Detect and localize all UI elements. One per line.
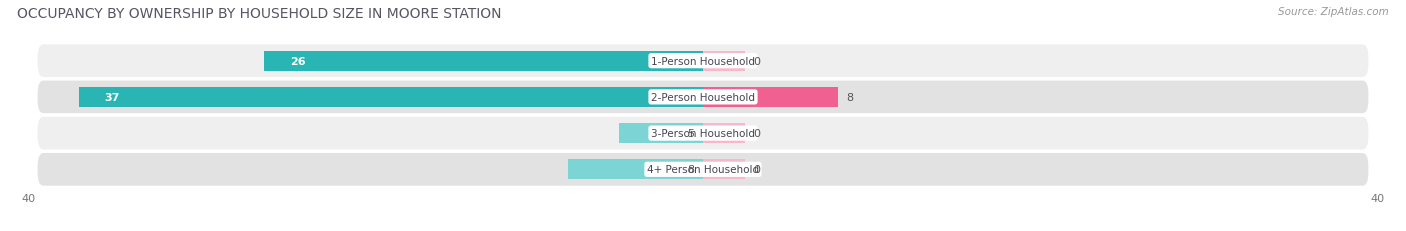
- Bar: [568, 160, 703, 179]
- Text: 8: 8: [846, 92, 853, 103]
- Bar: [619, 124, 703, 143]
- Text: 3-Person Household: 3-Person Household: [651, 128, 755, 139]
- Bar: [703, 52, 745, 71]
- Text: 4+ Person Household: 4+ Person Household: [647, 165, 759, 175]
- Text: 26: 26: [290, 56, 305, 66]
- Bar: [703, 88, 838, 107]
- Bar: [264, 52, 703, 71]
- FancyBboxPatch shape: [37, 116, 1369, 151]
- FancyBboxPatch shape: [37, 80, 1369, 115]
- FancyBboxPatch shape: [37, 44, 1369, 79]
- Bar: [703, 160, 745, 179]
- Text: 5: 5: [688, 128, 695, 139]
- Text: 1-Person Household: 1-Person Household: [651, 56, 755, 66]
- Text: 2-Person Household: 2-Person Household: [651, 92, 755, 103]
- Text: Source: ZipAtlas.com: Source: ZipAtlas.com: [1278, 7, 1389, 17]
- Bar: [79, 88, 703, 107]
- Bar: [703, 160, 745, 179]
- Text: 0: 0: [754, 56, 761, 66]
- Bar: [703, 52, 745, 71]
- FancyBboxPatch shape: [37, 152, 1369, 187]
- Bar: [703, 124, 745, 143]
- Text: 8: 8: [688, 165, 695, 175]
- Text: 0: 0: [754, 128, 761, 139]
- Text: 37: 37: [104, 92, 120, 103]
- Bar: [703, 124, 745, 143]
- Text: 0: 0: [754, 165, 761, 175]
- Text: OCCUPANCY BY OWNERSHIP BY HOUSEHOLD SIZE IN MOORE STATION: OCCUPANCY BY OWNERSHIP BY HOUSEHOLD SIZE…: [17, 7, 502, 21]
